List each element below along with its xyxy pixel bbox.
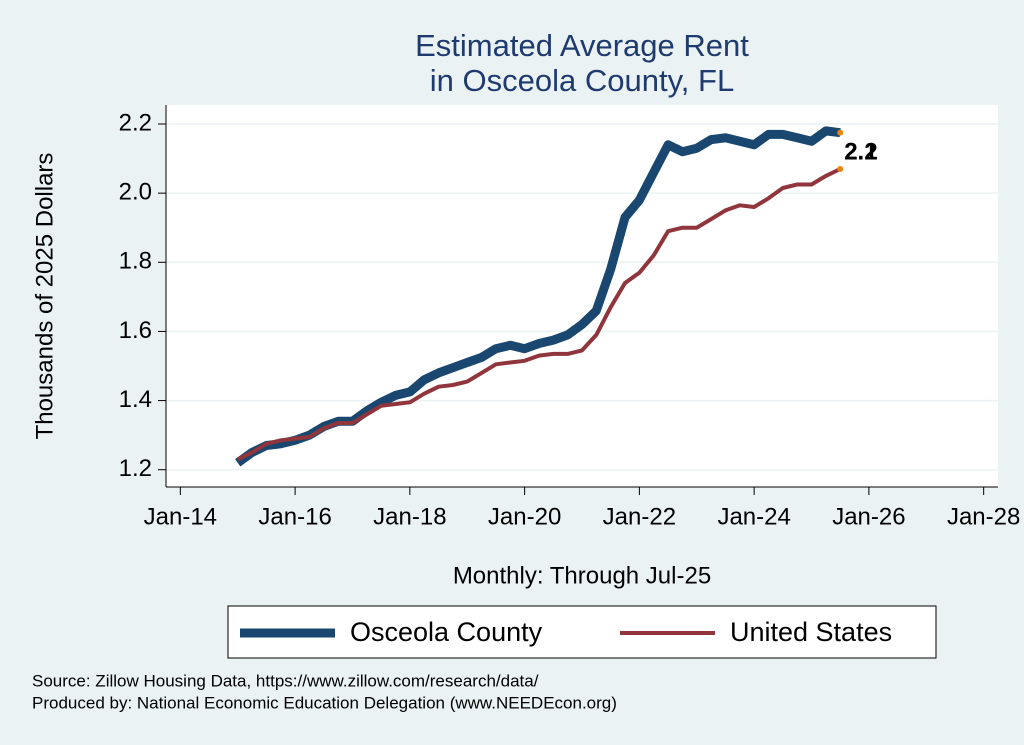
- y-tick-label: 2.0: [119, 178, 152, 205]
- x-tick-label: Jan-24: [717, 503, 790, 530]
- end-point: [837, 165, 844, 172]
- x-tick-label: Jan-14: [144, 503, 217, 530]
- source-note: Produced by: National Economic Education…: [32, 693, 617, 712]
- chart-title: Estimated Average Rent: [415, 28, 749, 63]
- x-axis-label: Monthly: Through Jul-25: [453, 562, 711, 589]
- x-tick-label: Jan-18: [373, 503, 446, 530]
- x-tick-label: Jan-16: [258, 503, 331, 530]
- y-tick-label: 1.4: [119, 386, 152, 413]
- line-series: [236, 167, 842, 462]
- x-tick-label: Jan-28: [947, 503, 1020, 530]
- plot-area: [166, 105, 998, 487]
- y-tick-label: 1.2: [119, 455, 152, 482]
- y-tick-label: 2.2: [119, 109, 152, 136]
- data-label: 2.2: [844, 138, 877, 165]
- y-axis-label: Thousands of 2025 Dollars: [31, 153, 58, 440]
- y-tick-label: 1.6: [119, 317, 152, 344]
- x-tick-label: Jan-22: [603, 503, 676, 530]
- data-label: 2.1: [844, 138, 877, 165]
- legend: [227, 605, 937, 659]
- source-note: Source: Zillow Housing Data, https://www…: [32, 671, 539, 690]
- y-tick-label: 1.8: [119, 248, 152, 275]
- legend-label: United States: [730, 617, 892, 647]
- end-point: [837, 129, 844, 136]
- x-tick-label: Jan-26: [832, 503, 905, 530]
- legend-label: Osceola County: [350, 617, 543, 647]
- chart-title: in Osceola County, FL: [430, 63, 734, 98]
- x-tick-label: Jan-20: [488, 503, 561, 530]
